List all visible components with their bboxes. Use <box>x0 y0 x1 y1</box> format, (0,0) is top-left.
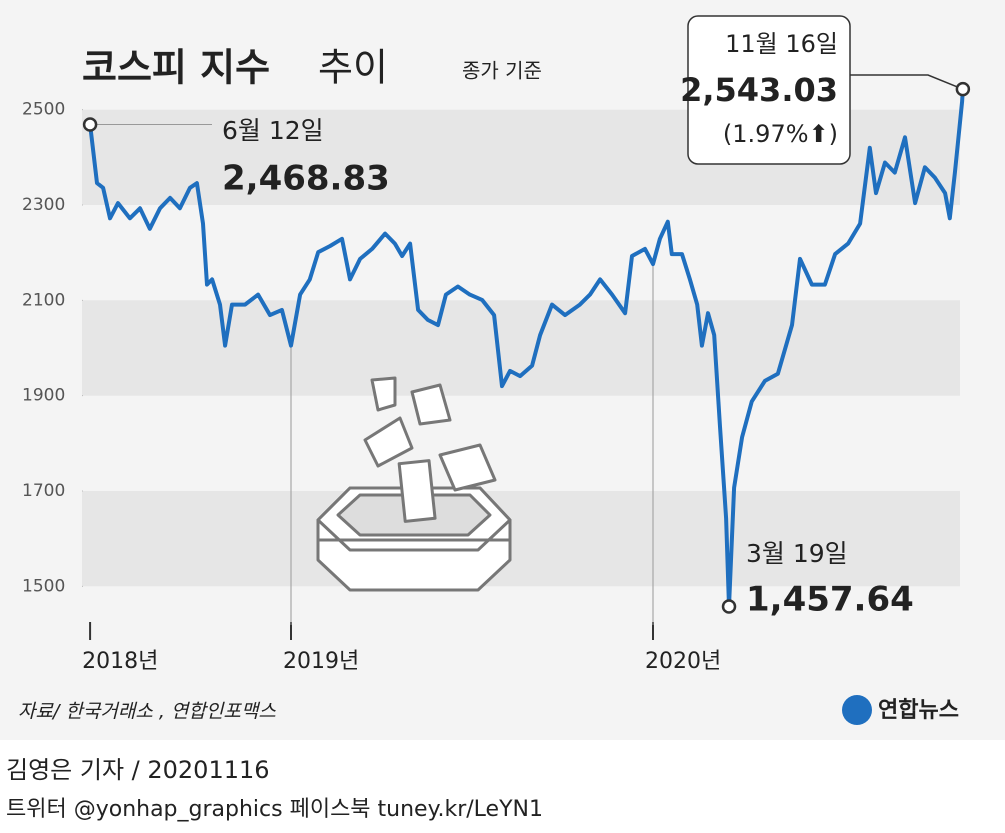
point-marker <box>721 599 737 614</box>
ballot-illustration <box>316 376 512 592</box>
subtitle: 종가 기준 <box>462 59 542 83</box>
y-tick-label: 1900 <box>22 386 65 406</box>
index-line <box>88 89 965 609</box>
y-tick-label: 2100 <box>22 290 65 310</box>
chart-title-suffix: 추이 <box>318 46 388 90</box>
band <box>82 491 960 587</box>
point-marker <box>955 81 971 97</box>
y-tick-label: 1700 <box>22 481 65 501</box>
y-tick-label: 1500 <box>22 576 65 596</box>
byline: 김영은 기자 / 20201116 <box>6 756 270 784</box>
callout-leader <box>850 74 964 90</box>
callout-box <box>687 15 851 165</box>
annotation-date: 6월 12일 <box>222 116 324 145</box>
annotation-value: 2,468.83 <box>222 159 390 199</box>
x-tick-label: 2018년 <box>82 649 158 674</box>
x-tick-label: 2019년 <box>283 649 359 674</box>
source: 자료/ 한국거래소 , 연합인포맥스 <box>18 701 276 723</box>
annotation-value: 1,457.64 <box>746 580 914 620</box>
social: 트위터 @yonhap_graphics 페이스북 tuney.kr/LeYN1 <box>6 797 543 822</box>
annotation-value: 2,543.03 <box>680 71 838 109</box>
annotation-change: (1.97%⬆) <box>723 120 838 148</box>
annotation-date: 3월 19일 <box>746 539 848 568</box>
y-tick-label: 2300 <box>22 195 65 215</box>
y-tick-label: 2500 <box>22 100 65 120</box>
chart-title: 코스피 지수 <box>82 46 270 90</box>
logo-icon <box>842 695 872 725</box>
point-marker <box>82 117 98 132</box>
annotation-date: 11월 16일 <box>725 30 838 58</box>
logo: 연합뉴스 <box>878 697 959 723</box>
x-tick-label: 2020년 <box>645 649 721 674</box>
band <box>82 300 960 396</box>
